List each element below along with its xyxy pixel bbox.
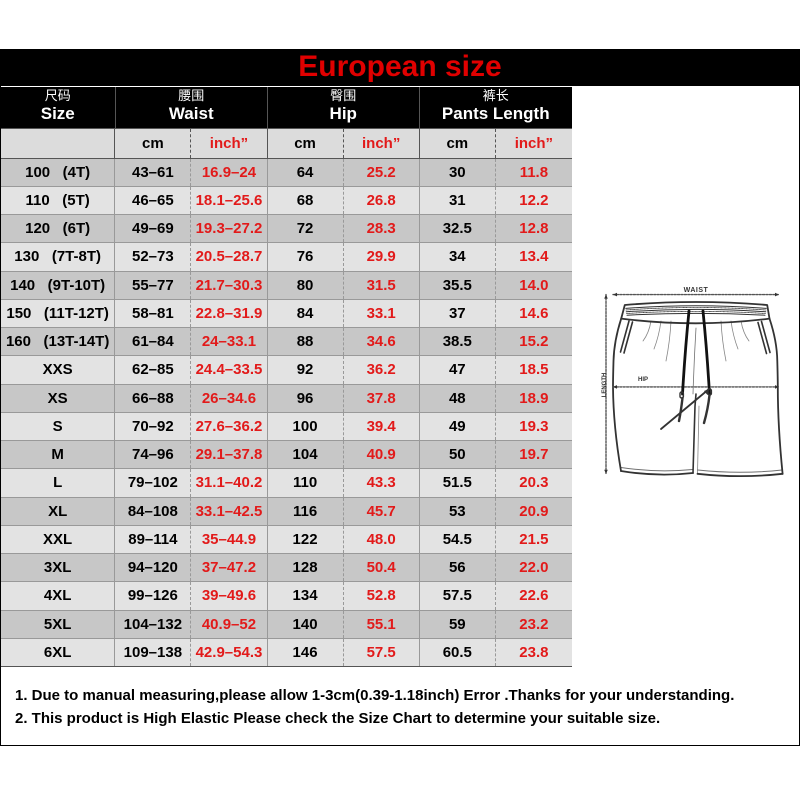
svg-text:LENGTH: LENGTH [602, 373, 608, 398]
svg-text:WAIST: WAIST [684, 287, 709, 294]
svg-text:HIP: HIP [638, 377, 648, 383]
